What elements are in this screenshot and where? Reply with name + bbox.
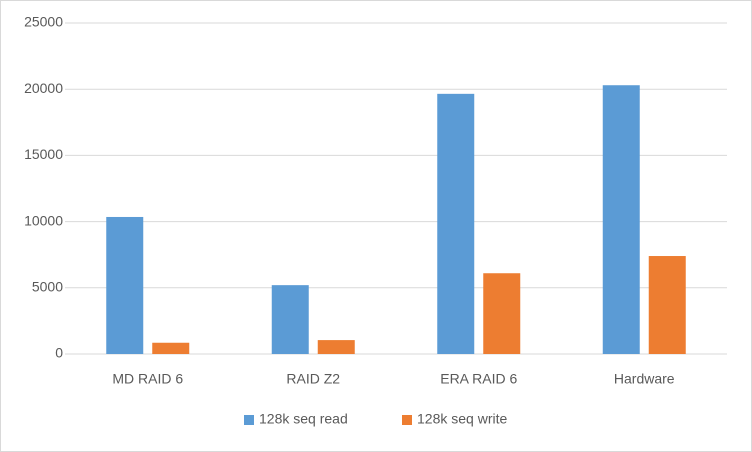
bar [437, 93, 475, 355]
bar [106, 216, 144, 354]
legend-swatch [244, 415, 254, 425]
x-tick-label: Hardware [614, 371, 675, 387]
y-tick-label: 10000 [24, 212, 63, 228]
x-tick-label: ERA RAID 6 [440, 371, 517, 387]
bar [317, 340, 355, 354]
legend-label: 128k seq read [259, 411, 348, 427]
bar [648, 256, 686, 354]
bar [271, 285, 309, 354]
y-tick-label: 15000 [24, 146, 63, 162]
y-tick-label: 25000 [24, 14, 63, 30]
bar [152, 342, 190, 354]
x-tick-label: MD RAID 6 [112, 371, 183, 387]
bar [483, 273, 521, 354]
legend-label: 128k seq write [417, 411, 507, 427]
y-tick-label: 5000 [32, 279, 63, 295]
legend-swatch [402, 415, 412, 425]
y-tick-label: 20000 [24, 80, 63, 96]
bar [602, 85, 640, 354]
x-tick-label: RAID Z2 [286, 371, 340, 387]
y-tick-label: 0 [55, 345, 63, 361]
